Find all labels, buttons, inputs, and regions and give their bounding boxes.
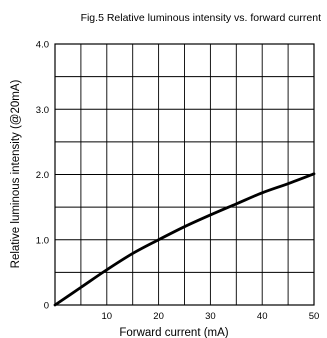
y-tick-label: 3.0 xyxy=(36,105,49,116)
x-tick-label: 20 xyxy=(153,311,164,322)
y-axis-label: Relative luminous intensity (@20mA) xyxy=(10,79,22,268)
series-line xyxy=(53,172,316,307)
y-tick-label: 4.0 xyxy=(36,40,49,51)
x-axis-label: Forward current (mA) xyxy=(119,327,228,338)
y-tick-label: 1.0 xyxy=(36,235,49,246)
x-tick-label: 40 xyxy=(257,311,268,322)
y-tick-label: 0 xyxy=(44,301,49,312)
y-tick-label: 2.0 xyxy=(36,170,49,181)
chart-title: Fig.5 Relative luminous intensity vs. fo… xyxy=(81,12,322,24)
x-tick-label: 50 xyxy=(309,311,320,322)
x-tick-label: 10 xyxy=(102,311,113,322)
grid xyxy=(55,44,314,305)
x-tick-label: 30 xyxy=(205,311,216,322)
series-group xyxy=(53,172,316,307)
tick-labels: 10 20 30 40 50 0 1.0 2.0 3.0 4.0 xyxy=(36,40,320,323)
